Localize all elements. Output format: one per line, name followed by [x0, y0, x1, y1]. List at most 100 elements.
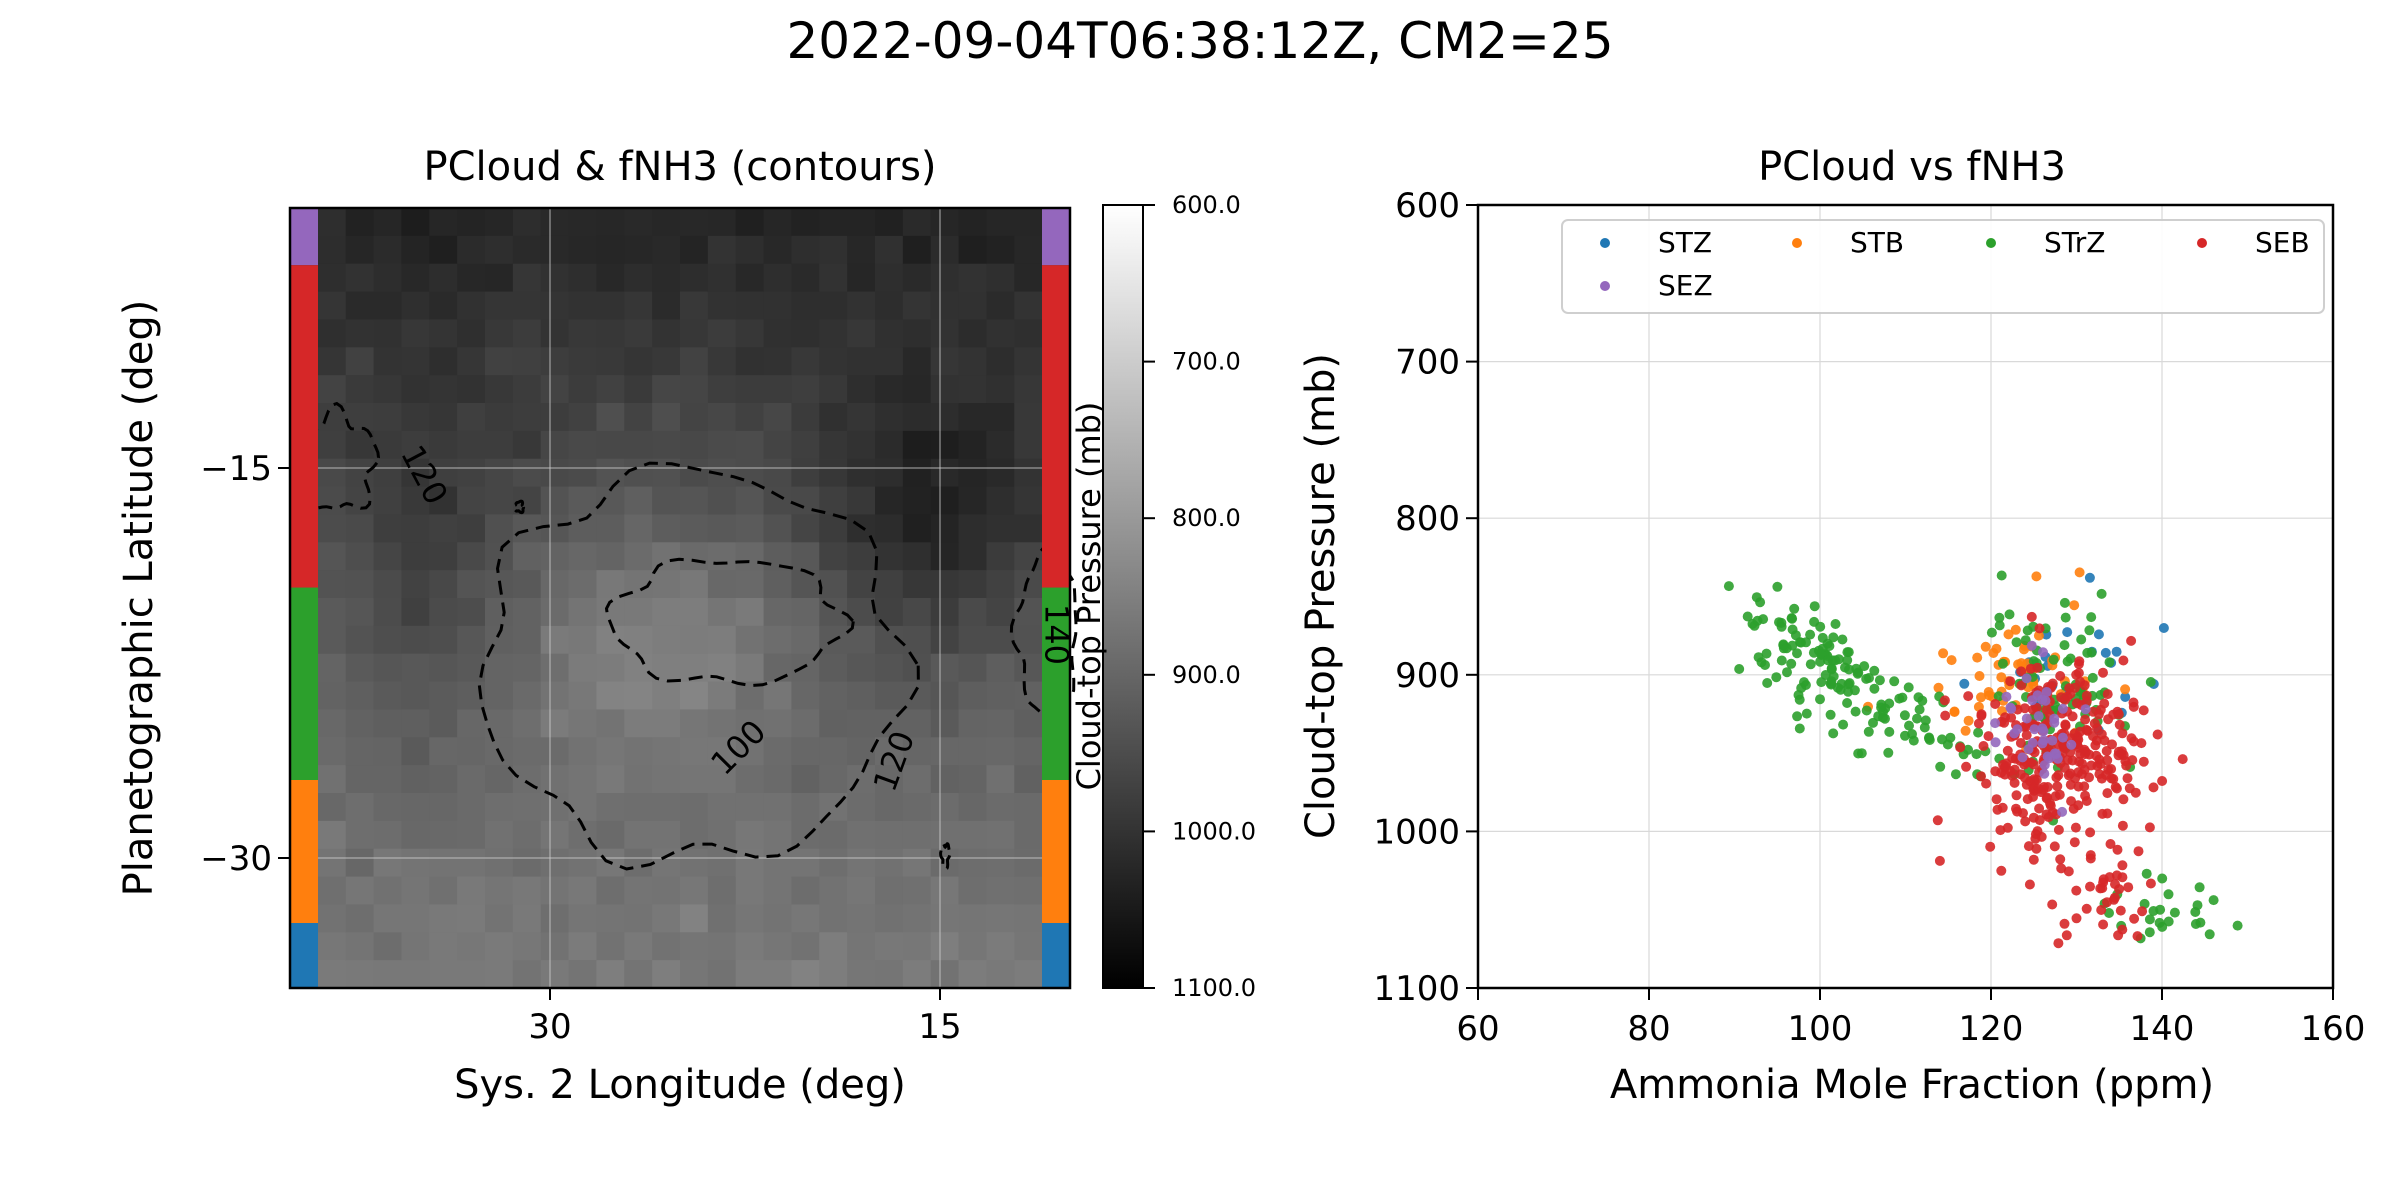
scatter-point-seb — [1981, 778, 1992, 789]
scatter-y-tick-label: 700 — [1395, 343, 1460, 383]
scatter-point-stz — [1959, 678, 1970, 689]
heatmap-cell — [345, 765, 375, 794]
heatmap-cell — [568, 709, 598, 738]
heatmap-cell — [317, 709, 347, 738]
heatmap-cell — [1014, 291, 1043, 321]
scatter-point-sez — [2017, 752, 2028, 763]
scatter-point-seb — [2138, 756, 2149, 767]
scatter-y-tick-label: 1100 — [1373, 969, 1460, 1009]
heatmap-title: PCloud & fNH3 (contours) — [423, 144, 936, 190]
scatter-point-strz — [1742, 611, 1753, 622]
scatter-point-seb — [2081, 724, 2092, 735]
scatter-point-strz — [2169, 907, 2180, 918]
heatmap-cell — [902, 430, 932, 460]
scatter-point-stb — [2010, 624, 2021, 635]
heatmap-cell — [485, 347, 514, 376]
band-strip-right — [1042, 265, 1070, 588]
heatmap-cell — [512, 570, 542, 599]
contour-line-small — [510, 499, 526, 515]
heatmap-cell — [763, 625, 793, 655]
scatter-point-seb — [2053, 938, 2064, 949]
heatmap-cell — [875, 793, 904, 822]
heatmap-cell — [930, 570, 960, 599]
heatmap-cell — [317, 319, 347, 348]
heatmap-cell — [680, 403, 709, 432]
heatmap-cell — [680, 347, 709, 376]
scatter-point-seb — [2060, 694, 2070, 705]
scatter-point-stz — [2158, 623, 2169, 633]
scatter-point-strz — [1796, 683, 1807, 693]
heatmap-cell — [819, 932, 848, 961]
scatter-point-strz — [1850, 706, 1861, 717]
scatter-ticks: 60 80 100 120 140 160 600 700 800 900 1000 1100 — [1373, 186, 2365, 1049]
heatmap-cell — [958, 653, 988, 683]
heatmap-cell — [429, 542, 458, 571]
heatmap-cell — [624, 932, 653, 961]
heatmap-cell — [540, 514, 570, 543]
scatter-x-tick-label: 60 — [1456, 1009, 1499, 1049]
heatmap-cell — [1014, 793, 1043, 822]
scatter-point-strz — [1914, 704, 1925, 715]
scatter-point-seb — [2045, 798, 2055, 809]
scatter-point-seb — [1983, 731, 1994, 742]
heatmap-cell — [624, 430, 653, 460]
heatmap-cell — [958, 375, 988, 404]
heatmap-cell — [345, 375, 375, 404]
heatmap-cell — [680, 514, 709, 543]
heatmap-cell — [512, 598, 542, 627]
heatmap-cell — [735, 375, 765, 404]
scatter-point-sez — [2049, 713, 2060, 724]
heatmap-cell — [568, 263, 598, 293]
heatmap-cell — [791, 709, 820, 738]
heatmap-cell — [735, 876, 765, 906]
heatmap-cell — [707, 263, 737, 293]
scatter-point-strz — [1907, 729, 1917, 739]
heatmap-cell — [373, 681, 403, 711]
heatmap-cell — [930, 848, 960, 878]
heatmap-cell — [735, 960, 765, 989]
heatmap-cell — [1014, 430, 1043, 460]
scatter-point-seb — [2133, 846, 2144, 857]
heatmap-cell — [791, 820, 820, 850]
heatmap-cell — [847, 291, 876, 321]
legend-label: SEB — [2255, 226, 2310, 259]
heatmap-cell — [847, 208, 876, 237]
heatmap-cell — [1014, 403, 1043, 432]
heatmap-cell — [902, 291, 932, 321]
heatmap-cell — [652, 375, 681, 404]
scatter-point-strz — [2104, 908, 2114, 918]
scatter-point-strz — [1787, 613, 1798, 624]
heatmap-cell — [791, 319, 820, 348]
scatter-point-strz — [1828, 728, 1839, 739]
scatter-point-seb — [1976, 771, 1986, 782]
scatter-point-strz — [1880, 713, 1890, 724]
heatmap-cell — [791, 375, 820, 404]
heatmap-cell — [624, 235, 653, 265]
heatmap-cell — [512, 904, 542, 933]
heatmap-cell — [345, 458, 375, 488]
heatmap-cell — [847, 458, 876, 488]
heatmap-cell — [958, 347, 988, 376]
heatmap-cell — [707, 235, 737, 265]
heatmap-cell — [624, 291, 653, 321]
heatmap-cell — [847, 820, 876, 850]
scatter-point-strz — [2084, 625, 2095, 636]
scatter-point-strz — [1844, 678, 1855, 689]
heatmap-cell — [540, 737, 570, 766]
heatmap-cell — [345, 904, 375, 933]
heatmap-cell — [986, 960, 1015, 989]
heatmap-cell — [373, 625, 403, 655]
heatmap-cell — [373, 904, 403, 933]
scatter-point-stb — [1983, 687, 1994, 697]
scatter-x-tick-label: 140 — [2130, 1009, 2195, 1049]
heatmap-cell — [902, 960, 932, 989]
scatter-point-strz — [1912, 713, 1922, 724]
heatmap-cell — [568, 598, 598, 627]
heatmap-cell — [429, 235, 458, 265]
heatmap-cell — [429, 709, 458, 738]
heatmap-cell — [652, 737, 681, 766]
heatmap-cell — [568, 848, 598, 878]
heatmap-cell — [652, 486, 681, 516]
heatmap-cell — [763, 235, 793, 265]
scatter-point-seb — [1973, 718, 1984, 729]
